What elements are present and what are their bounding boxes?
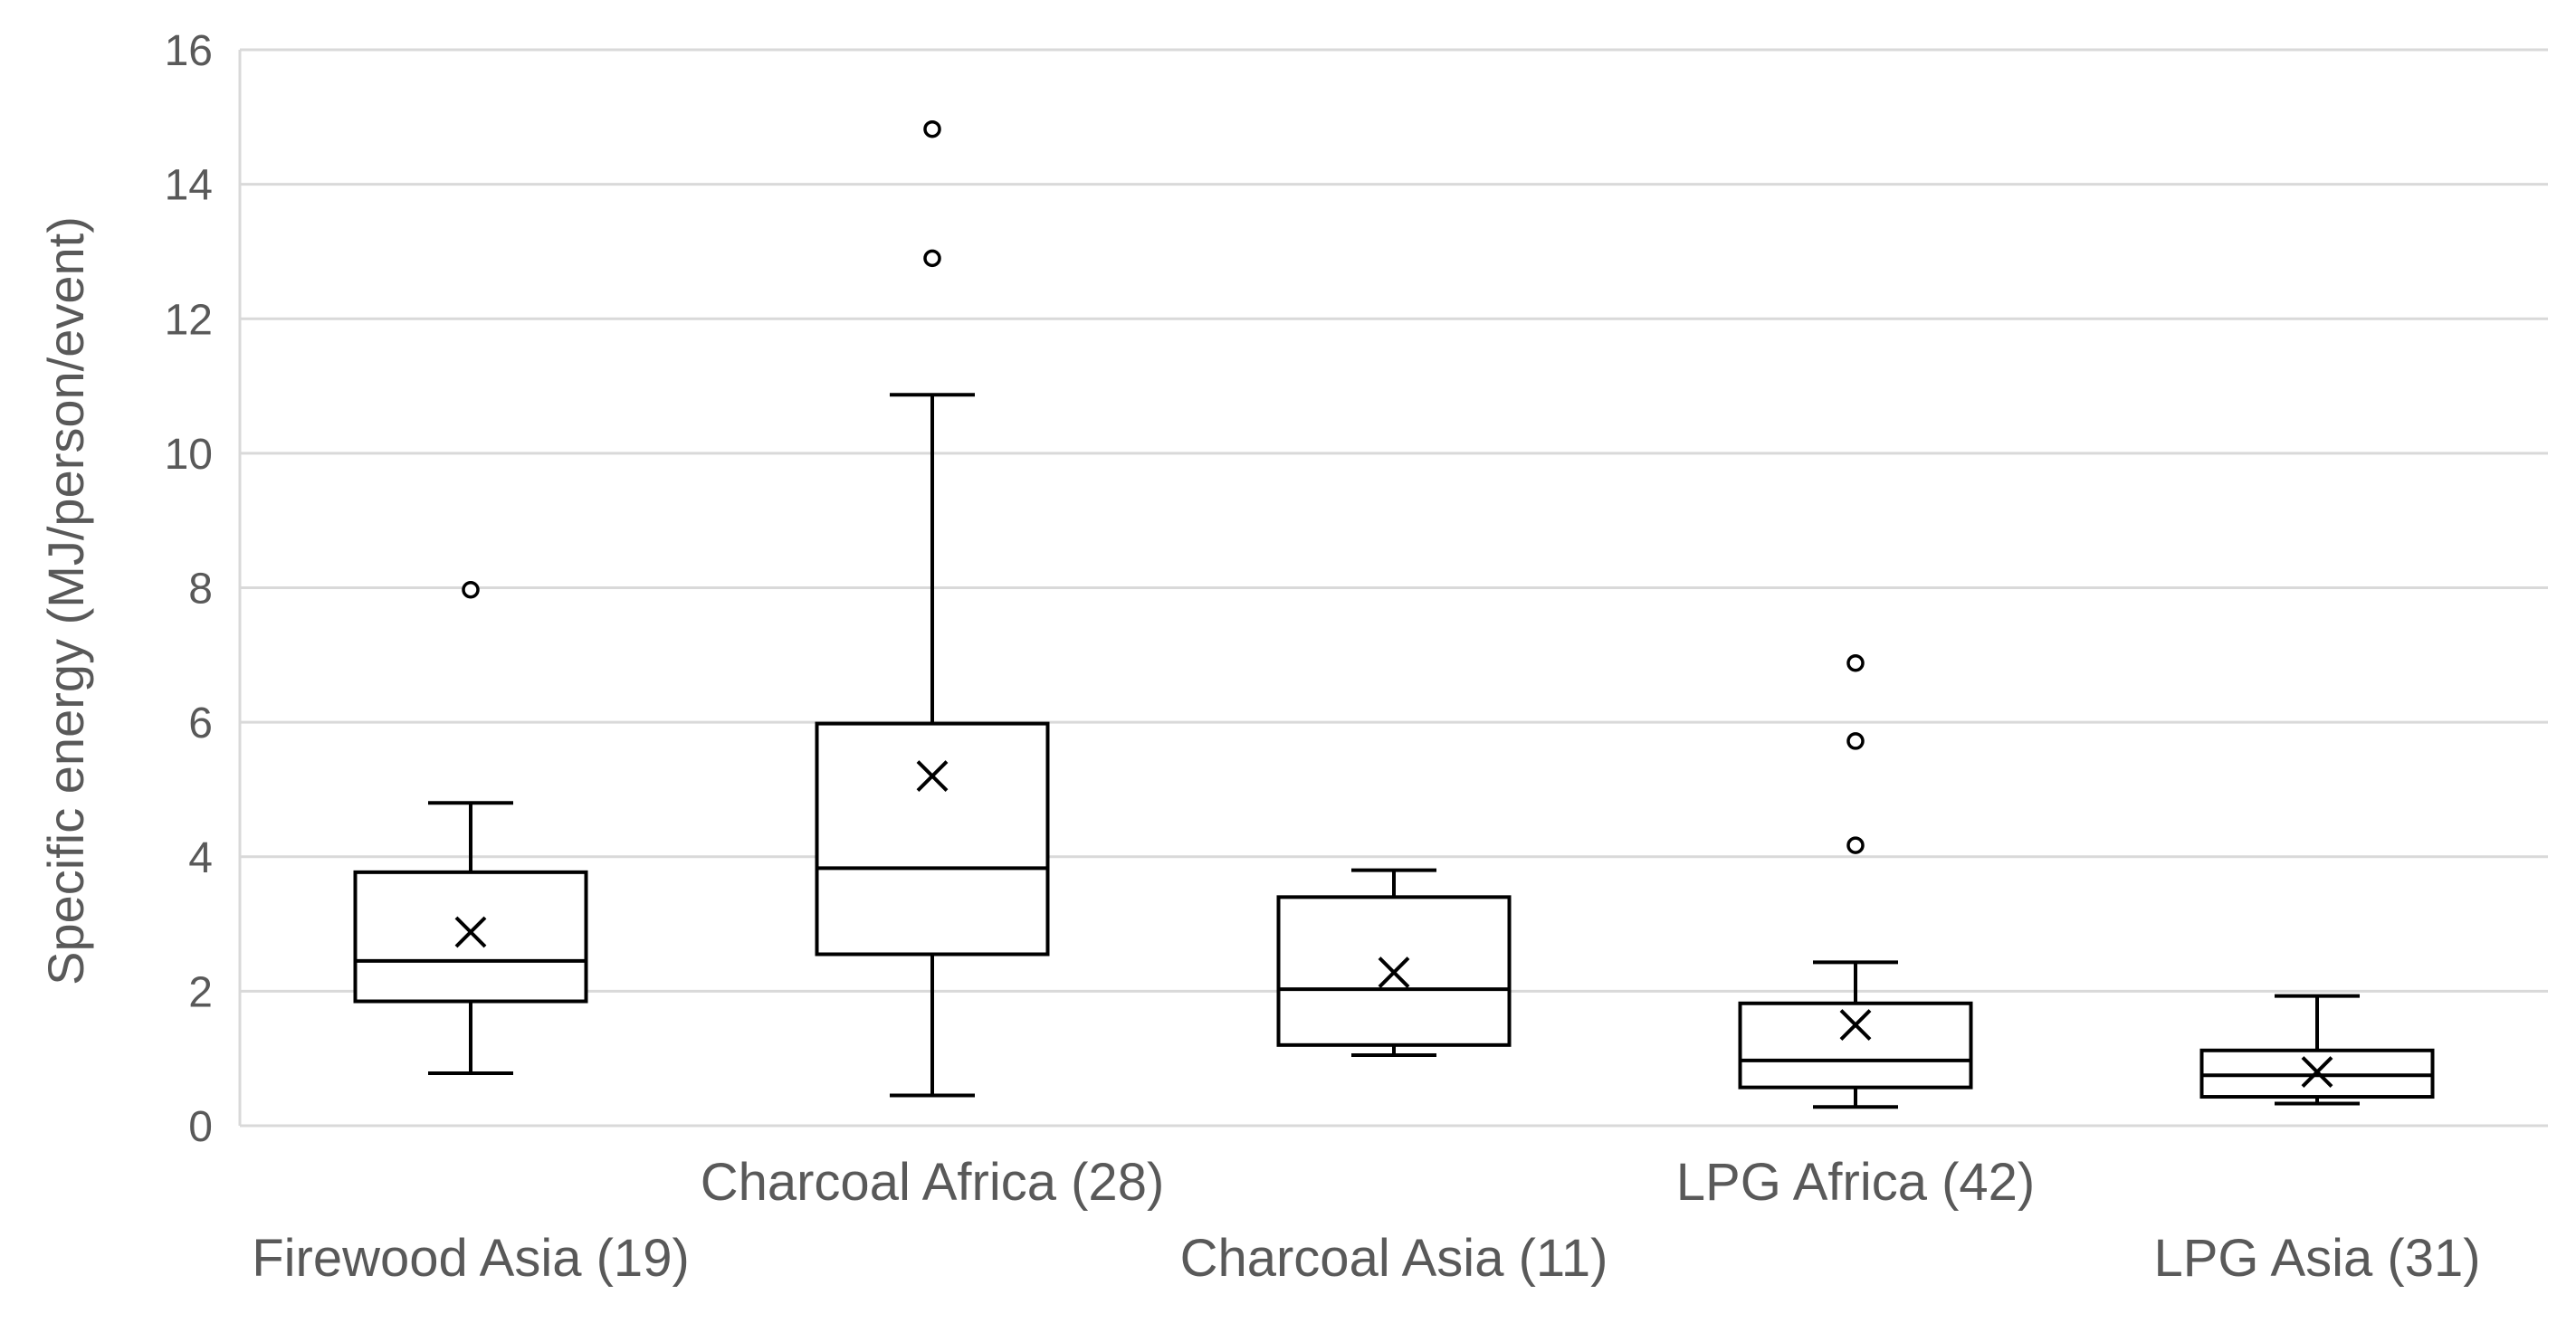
mean-marker — [454, 916, 487, 948]
outlier-point — [1846, 732, 1865, 750]
box-2 — [1276, 868, 1512, 1057]
outlier-point — [923, 249, 941, 268]
category-label: Charcoal Asia (11) — [1180, 1229, 1608, 1288]
box-3 — [1738, 653, 1973, 1109]
iqr-box — [353, 870, 588, 1004]
iqr-box — [815, 721, 1050, 957]
outlier-point — [923, 119, 941, 138]
y-tick-label: 10 — [165, 431, 213, 479]
outlier-point — [462, 580, 480, 599]
y-tick-label: 12 — [165, 296, 213, 344]
box-0 — [353, 580, 588, 1076]
mean-marker — [1378, 957, 1410, 988]
box-1 — [815, 119, 1050, 1098]
iqr-box — [1738, 1001, 1973, 1090]
category-labels: Firewood Asia (19)Charcoal Africa (28) Ch… — [252, 1153, 2480, 1288]
mean-marker — [2301, 1056, 2333, 1088]
outlier-point — [1846, 653, 1865, 672]
y-tick-label: 4 — [188, 834, 213, 882]
y-tick-label: 0 — [188, 1103, 213, 1151]
category-label: LPG Asia (31) — [2153, 1229, 2480, 1288]
box-4 — [2199, 994, 2435, 1106]
y-axis-title: Specific energy (MJ/person/event) — [37, 216, 94, 985]
category-label: Charcoal Africa (28) — [701, 1153, 1165, 1212]
y-tick-label: 14 — [165, 162, 213, 210]
y-axis-tick-labels: 0 2 4 6 8 10 12 14 16 — [165, 27, 213, 1151]
y-tick-label: 8 — [188, 566, 213, 614]
mean-marker — [1839, 1009, 1872, 1041]
y-tick-label: 2 — [188, 968, 213, 1016]
boxes — [353, 119, 2435, 1109]
gridlines — [238, 48, 2548, 1128]
mean-marker — [916, 760, 949, 792]
category-label: LPG Africa (42) — [1676, 1153, 2035, 1212]
outlier-point — [1846, 836, 1865, 854]
y-tick-label: 6 — [188, 700, 213, 747]
y-tick-label: 16 — [165, 27, 213, 75]
category-label: Firewood Asia (19) — [252, 1229, 690, 1288]
